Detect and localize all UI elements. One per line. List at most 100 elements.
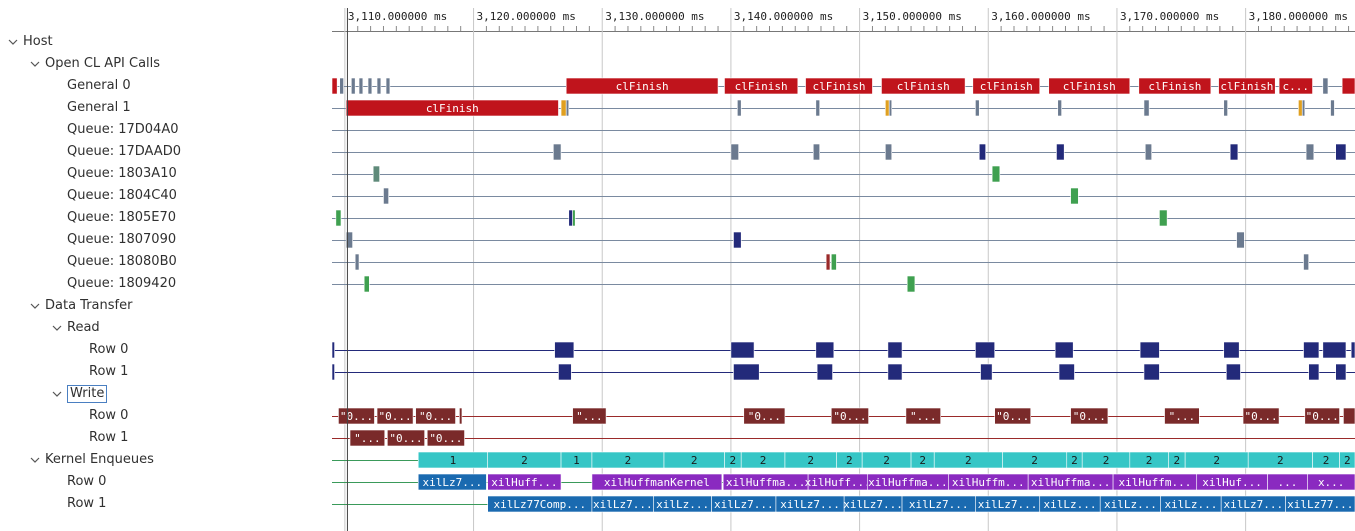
tree-row-queue-1805e70[interactable]: Queue: 1805E70 <box>0 207 332 229</box>
event-label: xilHuffmanKernel <box>604 476 710 489</box>
tree-row-row-1[interactable]: Row 1 <box>0 427 332 449</box>
event-bar <box>887 363 903 381</box>
chevron-down-icon[interactable] <box>51 383 63 405</box>
tree-label: Queue: 1804C40 <box>67 188 177 203</box>
event-bar <box>1308 363 1320 381</box>
event-label: 2 <box>1344 454 1351 467</box>
tree-row-row-1[interactable]: Row 1 <box>0 493 332 515</box>
tree-row-kernel-enqueues[interactable]: Kernel Enqueues <box>0 449 332 471</box>
tree-row-queue-1803a10[interactable]: Queue: 1803A10 <box>0 163 332 185</box>
event-bar <box>1054 341 1074 359</box>
event-bar <box>1143 99 1150 117</box>
event-bar <box>885 99 890 117</box>
tree-label: General 0 <box>67 78 131 93</box>
tree-label: Queue: 17DAAD0 <box>67 144 181 159</box>
event-bar <box>553 143 562 161</box>
event-bar <box>1330 99 1335 117</box>
event-bar <box>1322 341 1347 359</box>
tree-row-queue-17daad0[interactable]: Queue: 17DAAD0 <box>0 141 332 163</box>
hierarchy-tree: Host Open CL API Calls General 0 General 1 Q… <box>0 0 332 531</box>
tree-row-row-0[interactable]: Row 0 <box>0 339 332 361</box>
chevron-down-icon[interactable] <box>29 53 41 75</box>
event-bar <box>906 275 916 293</box>
event-bar <box>733 231 742 249</box>
timeline-panel[interactable]: 3,110.000000 ms 3,120.000000 ms 3,130.0000… <box>332 0 1355 531</box>
event-label: xilLz... <box>656 498 709 511</box>
event-bar <box>335 209 342 227</box>
event-bar <box>972 77 1041 95</box>
chevron-down-icon[interactable] <box>7 31 19 53</box>
event-label: 2 <box>760 454 767 467</box>
event-label: xilHuffma... <box>726 476 805 489</box>
event-bar <box>591 473 723 491</box>
event-bar <box>426 429 465 447</box>
tick-label: 3,140.000000 ms <box>733 10 834 23</box>
event-label: 2 <box>1071 454 1078 467</box>
event-label: 2 <box>1031 454 1038 467</box>
event-bar <box>1303 341 1320 359</box>
tree-row-data-transfer[interactable]: Data Transfer <box>0 295 332 317</box>
event-label: xilHuff... <box>491 476 557 489</box>
event-bar <box>730 143 739 161</box>
tree-row-queue-18080b0[interactable]: Queue: 18080B0 <box>0 251 332 273</box>
event-label: xilLz7... <box>780 498 840 511</box>
tree-label: Row 1 <box>67 496 107 511</box>
tree-label: Host <box>23 34 53 49</box>
event-bar <box>1304 407 1340 425</box>
event-label: "0... <box>996 410 1029 423</box>
event-label: 2 <box>1277 454 1284 467</box>
event-label: 2 <box>1146 454 1153 467</box>
event-bar <box>1341 77 1355 95</box>
event-bar <box>1164 407 1200 425</box>
tree-row-general-1[interactable]: General 1 <box>0 97 332 119</box>
event-bar <box>1226 363 1241 381</box>
event-bar <box>572 209 576 227</box>
event-bar <box>351 77 356 95</box>
tree-row-general-0[interactable]: General 0 <box>0 75 332 97</box>
event-bar <box>1143 363 1160 381</box>
tick-label: 3,180.000000 ms <box>1248 10 1348 23</box>
event-bar <box>572 407 607 425</box>
tree-row-row-0[interactable]: Row 0 <box>0 471 332 493</box>
time-ruler[interactable]: 3,110.000000 ms 3,120.000000 ms 3,130.0000… <box>332 0 1355 32</box>
tree-row-read[interactable]: Read <box>0 317 332 339</box>
event-bar <box>345 99 559 117</box>
tree-row-queue-1809420[interactable]: Queue: 1809420 <box>0 273 332 295</box>
tree-row-row-0[interactable]: Row 0 <box>0 405 332 427</box>
event-bar <box>888 99 893 117</box>
tree-row-queue-17d04a0[interactable]: Queue: 17D04A0 <box>0 119 332 141</box>
tree-row-queue-1804c40[interactable]: Queue: 1804C40 <box>0 185 332 207</box>
tree-label: Queue: 1809420 <box>67 276 177 291</box>
event-bar <box>975 341 995 359</box>
tree-row-queue-1807090[interactable]: Queue: 1807090 <box>0 229 332 251</box>
event-bar <box>1058 363 1075 381</box>
event-label: "... <box>576 410 603 423</box>
chevron-down-icon[interactable] <box>51 317 63 339</box>
event-bar <box>1303 253 1309 271</box>
event-bar <box>885 143 893 161</box>
timeline-canvas[interactable]: clFinish clFinish clFinish clFinish clFinish… <box>332 0 1355 531</box>
event-bar <box>345 231 353 249</box>
event-bar <box>1305 143 1315 161</box>
event-label: clFinish <box>1063 80 1116 93</box>
event-bar <box>558 363 572 381</box>
event-bar <box>733 363 760 381</box>
chevron-down-icon[interactable] <box>29 449 41 471</box>
chevron-down-icon[interactable] <box>29 295 41 317</box>
tree-label: Read <box>67 320 100 335</box>
tree-row-write[interactable]: Write <box>0 383 332 405</box>
tree-row-open-cl-api-calls[interactable]: Open CL API Calls <box>0 53 332 75</box>
event-bar <box>332 363 335 381</box>
tick-label: 3,120.000000 ms <box>476 10 576 23</box>
event-bar <box>724 77 799 95</box>
tree-label: Queue: 1807090 <box>67 232 177 247</box>
tick-label: 3,160.000000 ms <box>991 10 1091 23</box>
event-bar <box>560 99 567 117</box>
event-label: "0... <box>389 432 422 445</box>
tree-label: Write <box>67 385 108 403</box>
event-bar <box>1278 77 1313 95</box>
event-bar <box>1218 77 1276 95</box>
tree-row-host[interactable]: Host <box>0 31 332 53</box>
event-bar <box>332 341 335 359</box>
tree-row-row-1[interactable]: Row 1 <box>0 361 332 383</box>
